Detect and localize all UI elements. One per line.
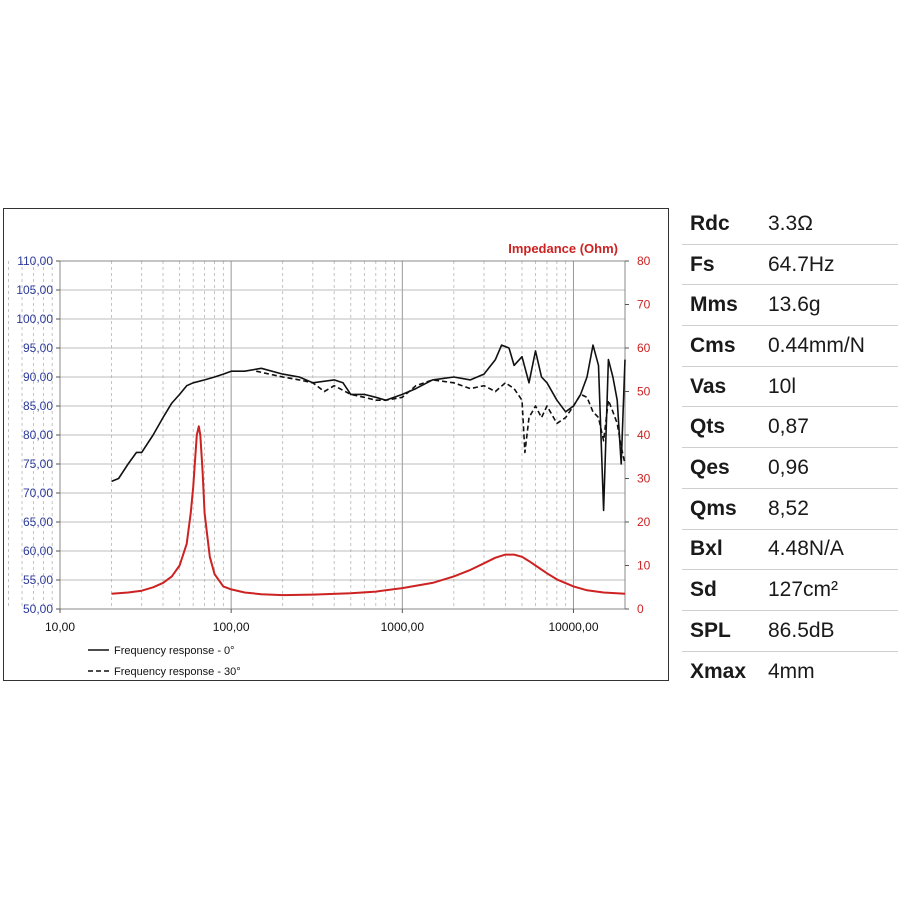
spec-name: Qes bbox=[690, 455, 730, 479]
y-left-tick-label: 110,00 bbox=[17, 254, 53, 268]
y-left-tick-label: 75,00 bbox=[23, 457, 53, 471]
spec-row-rdc: Rdc 3.3Ω bbox=[682, 204, 898, 245]
y-right-tick-label: 30 bbox=[637, 472, 651, 486]
x-tick-label: 10000,00 bbox=[548, 620, 598, 634]
x-tick-label: 10,00 bbox=[45, 620, 75, 634]
y-right-tick-label: 60 bbox=[637, 341, 651, 355]
y-right-tick-label: 40 bbox=[637, 428, 651, 442]
spec-row-mms: Mms 13.6g bbox=[682, 285, 898, 327]
spec-row-sd: Sd 127cm² bbox=[682, 570, 898, 611]
spec-value: 0,87 bbox=[768, 415, 809, 439]
spec-value: 0.44mm/N bbox=[768, 333, 865, 357]
y-left-tick-label: 80,00 bbox=[23, 428, 53, 442]
spec-value: 13.6g bbox=[768, 293, 821, 317]
y-left-tick-label: 50,00 bbox=[23, 602, 53, 616]
y-right-tick-label: 10 bbox=[637, 559, 651, 573]
y-right-tick-label: 50 bbox=[637, 385, 651, 399]
spec-name: SPL bbox=[690, 618, 731, 642]
chart-frame bbox=[3, 208, 669, 681]
spec-value: 86.5dB bbox=[768, 618, 835, 642]
spec-name: Sd bbox=[690, 578, 717, 602]
spec-name: Bxl bbox=[690, 537, 723, 561]
y-left-tick-label: 85,00 bbox=[23, 399, 53, 413]
spec-value: 8,52 bbox=[768, 496, 809, 520]
y-right-tick-label: 70 bbox=[637, 298, 651, 312]
y-left-tick-label: 65,00 bbox=[23, 515, 53, 529]
specs-table: Rdc 3.3Ω Fs 64.7Hz Mms 13.6g Cms 0.44mm/… bbox=[682, 204, 898, 692]
spec-name: Xmax bbox=[690, 659, 747, 683]
impedance-axis-title: Impedance (Ohm) bbox=[508, 241, 618, 256]
legend-label: Frequency response - 30° bbox=[114, 666, 241, 678]
y-left-tick-label: 70,00 bbox=[23, 486, 53, 500]
spec-name: Rdc bbox=[690, 211, 730, 235]
y-left-tick-label: 55,00 bbox=[23, 573, 53, 587]
spec-value: 10l bbox=[768, 374, 797, 398]
spec-row-cms: Cms 0.44mm/N bbox=[682, 326, 898, 367]
spec-value: 64.7Hz bbox=[768, 252, 835, 276]
spec-row-spl: SPL 86.5dB bbox=[682, 611, 898, 652]
spec-name: Qms bbox=[690, 496, 737, 520]
spec-row-qms: Qms 8,52 bbox=[682, 489, 898, 530]
y-left-tick-label: 100,00 bbox=[16, 312, 53, 326]
y-left-tick-label: 60,00 bbox=[23, 544, 53, 558]
response-30-line bbox=[256, 370, 626, 465]
spec-row-xmax: Xmax 4mm bbox=[682, 652, 898, 693]
spec-value: 127cm² bbox=[768, 578, 839, 602]
spec-name: Cms bbox=[690, 333, 736, 357]
response-0-line bbox=[111, 344, 626, 512]
spec-value: 4.48N/A bbox=[768, 537, 844, 561]
impedance-line bbox=[111, 425, 626, 597]
spec-row-bxl: Bxl 4.48N/A bbox=[682, 530, 898, 571]
y-right-tick-label: 20 bbox=[637, 515, 651, 529]
spec-value: 4mm bbox=[768, 659, 815, 683]
spec-name: Fs bbox=[690, 252, 715, 276]
legend-label: Frequency response - 0° bbox=[114, 645, 235, 657]
x-tick-label: 100,00 bbox=[213, 620, 250, 634]
y-left-tick-label: 90,00 bbox=[23, 370, 53, 384]
spec-name: Mms bbox=[690, 293, 738, 317]
spec-name: Qts bbox=[690, 415, 726, 439]
spec-name: Vas bbox=[690, 374, 727, 398]
y-right-tick-label: 80 bbox=[637, 254, 651, 268]
y-left-tick-label: 105,00 bbox=[16, 283, 53, 297]
x-tick-label: 1000,00 bbox=[381, 620, 425, 634]
spec-value: 3.3Ω bbox=[768, 211, 813, 235]
y-left-tick-label: 95,00 bbox=[23, 341, 53, 355]
spec-row-qts: Qts 0,87 bbox=[682, 407, 898, 449]
spec-row-fs: Fs 64.7Hz bbox=[682, 245, 898, 286]
spec-value: 0,96 bbox=[768, 455, 809, 479]
spec-row-vas: Vas 10l bbox=[682, 367, 898, 408]
y-right-tick-label: 0 bbox=[637, 602, 644, 616]
spec-row-qes: Qes 0,96 bbox=[682, 448, 898, 489]
